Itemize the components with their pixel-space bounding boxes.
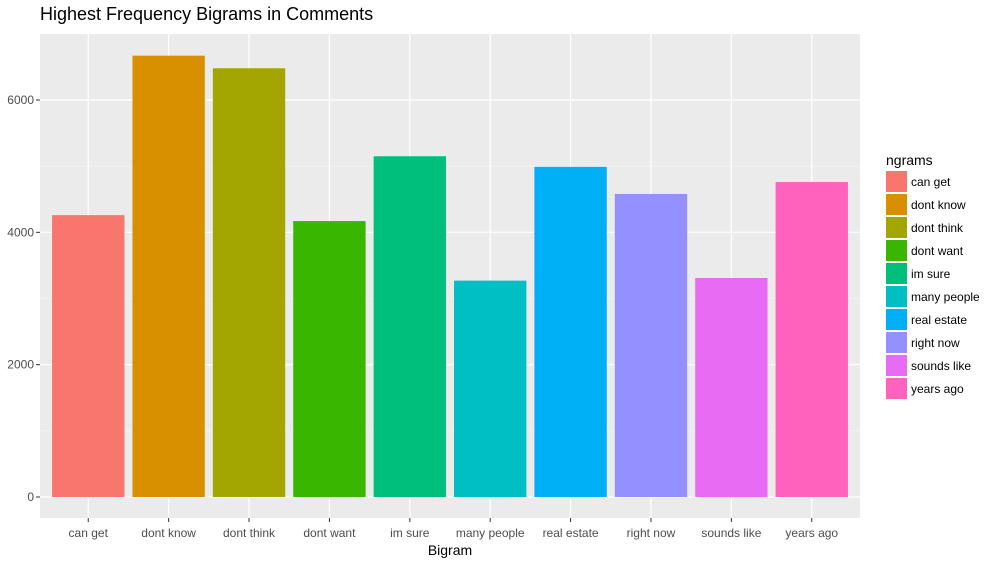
bar-real-estate [534, 166, 607, 497]
legend-key [886, 217, 907, 238]
legend-label: sounds like [911, 359, 971, 373]
x-tick-label: many people [456, 526, 525, 540]
chart-title: Highest Frequency Bigrams in Comments [40, 4, 374, 24]
bar-im-sure [373, 156, 446, 497]
bars [52, 55, 848, 498]
x-axis-title: Bigram [428, 542, 472, 558]
bar-sounds-like [695, 277, 768, 497]
legend-key [886, 286, 907, 307]
y-axis-ticks: 0 2000 4000 6000 [7, 93, 40, 504]
bar-years-ago [775, 182, 848, 497]
x-tick-label: years ago [785, 526, 838, 540]
bar-right-now [614, 193, 688, 497]
legend-label: can get [911, 175, 951, 189]
legend-key [886, 263, 907, 284]
legend-label: real estate [911, 313, 967, 327]
y-tick-label: 4000 [7, 225, 34, 239]
y-tick-label: 0 [27, 490, 34, 504]
legend-key [886, 240, 907, 261]
bar-can-get [52, 215, 125, 497]
bar-dont-think [212, 68, 286, 498]
x-tick-label: right now [627, 526, 676, 540]
x-tick-label: real estate [543, 526, 599, 540]
bar-many-people [454, 280, 527, 497]
legend-key [886, 355, 907, 376]
x-tick-label: dont think [223, 526, 276, 540]
x-tick-label: sounds like [701, 526, 761, 540]
y-tick-label: 6000 [7, 93, 34, 107]
bar-dont-know [132, 55, 205, 497]
legend-title: ngrams [886, 152, 933, 168]
legend-key [886, 194, 907, 215]
y-tick-label: 2000 [7, 358, 34, 372]
x-tick-label: dont want [303, 526, 356, 540]
legend-key [886, 309, 907, 330]
bar-dont-want [293, 221, 366, 497]
legend-label: many people [911, 290, 980, 304]
legend-label: dont think [911, 221, 964, 235]
legend-label: dont know [911, 198, 966, 212]
x-tick-label: im sure [390, 526, 430, 540]
legend-key [886, 378, 907, 399]
x-tick-label: dont know [141, 526, 196, 540]
legend-label: dont want [911, 244, 964, 258]
x-axis-ticks: can get dont know dont think dont want im su… [69, 518, 838, 540]
legend-label: years ago [911, 382, 964, 396]
legend-key [886, 332, 907, 353]
legend-key [886, 171, 907, 192]
legend: ngrams can get dont know dont think dont wa… [886, 152, 980, 399]
legend-label: right now [911, 336, 960, 350]
legend-label: im sure [911, 267, 951, 281]
x-tick-label: can get [69, 526, 109, 540]
